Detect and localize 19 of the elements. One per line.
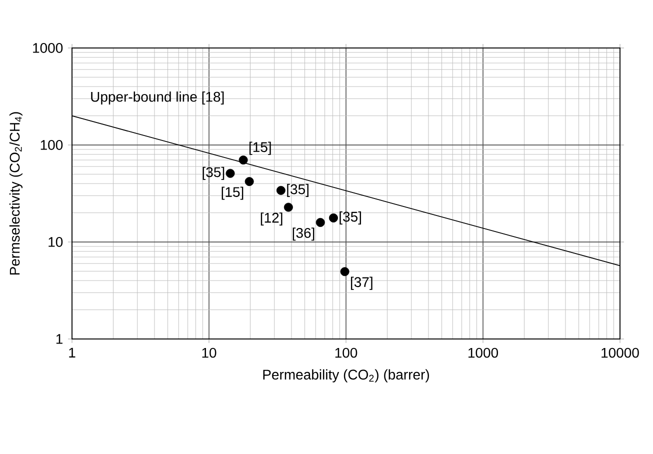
annotation: Upper-bound line [18] <box>91 91 224 105</box>
x-tick-label: 10 <box>202 348 216 358</box>
x-tick-label: 10000 <box>602 348 639 358</box>
annotation: [36] <box>292 228 314 241</box>
y-tick-label: 1000 <box>33 43 63 53</box>
annotation: [35] <box>202 166 224 180</box>
x-tick-label: 1 <box>69 348 76 358</box>
annotation: [15] <box>222 186 244 200</box>
y-tick-label: 10 <box>48 237 63 247</box>
annotation: [37] <box>350 276 372 290</box>
y-tick-label: 100 <box>40 140 63 150</box>
annotation: [35] <box>287 184 308 197</box>
annotation: [12] <box>260 212 282 226</box>
x-tick-label: 100 <box>335 348 358 358</box>
x-tick-label: 1000 <box>468 348 498 358</box>
y-axis-title: Permselectivity (CO$_{2}$/CH$_{4}$) <box>9 112 22 275</box>
annotation: [15] <box>249 142 271 155</box>
y-tick-label: 1 <box>56 334 62 344</box>
x-axis-title: Permeability (CO$_{2}$) (barrer) <box>263 369 429 382</box>
